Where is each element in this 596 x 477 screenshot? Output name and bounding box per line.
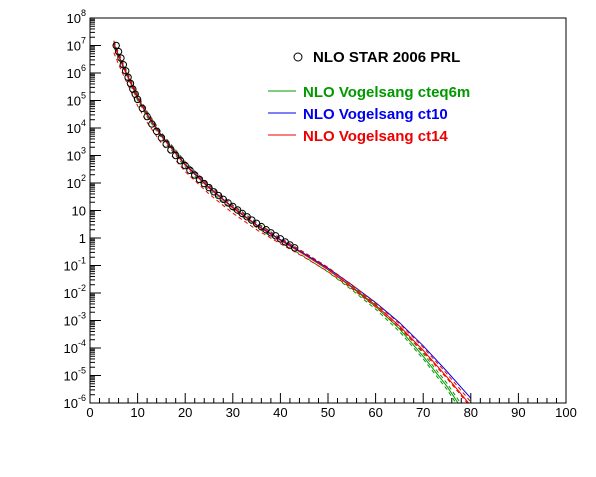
x-tick-label: 40 bbox=[273, 405, 287, 420]
y-tick-label: 1 bbox=[79, 231, 86, 246]
data-point bbox=[114, 47, 123, 56]
y-tick-label: 10-4 bbox=[64, 338, 86, 356]
y-tick-exponent: 6 bbox=[81, 63, 86, 73]
x-tick-label: 20 bbox=[178, 405, 192, 420]
y-tick-base: 10 bbox=[67, 121, 81, 136]
data-point bbox=[162, 140, 170, 148]
y-tick-base: 10 bbox=[64, 341, 78, 356]
data-point bbox=[224, 199, 232, 207]
y-tick-exponent: 8 bbox=[81, 8, 86, 18]
y-tick-base: 10 bbox=[67, 176, 81, 191]
data-point bbox=[167, 146, 175, 154]
x-tick-label: 50 bbox=[321, 405, 335, 420]
legend: NLO STAR 2006 PRL NLO Vogelsang cteq6m N… bbox=[268, 49, 470, 145]
y-tick-label: 108 bbox=[67, 8, 86, 26]
data-point bbox=[122, 67, 130, 75]
y-tick-base: 10 bbox=[67, 39, 81, 54]
y-tick-label: 106 bbox=[67, 63, 86, 81]
y-tick-base: 10 bbox=[64, 369, 78, 384]
points-layer bbox=[112, 41, 299, 252]
x-tick-label: 60 bbox=[368, 405, 382, 420]
legend-label-cteq6m: NLO Vogelsang cteq6m bbox=[303, 84, 470, 101]
x-tick-label: 10 bbox=[130, 405, 144, 420]
data-point bbox=[143, 112, 151, 121]
y-tick-exponent: -3 bbox=[78, 311, 86, 321]
y-tick-label: 10-3 bbox=[64, 311, 86, 329]
data-point bbox=[191, 171, 199, 179]
y-tick-label: 102 bbox=[67, 173, 86, 191]
x-tick-label: 90 bbox=[511, 405, 525, 420]
y-tick-base: 1 bbox=[79, 231, 86, 246]
data-point bbox=[186, 166, 194, 174]
y-tick-base: 10 bbox=[64, 396, 78, 411]
y-tick-label: 10-2 bbox=[64, 283, 86, 301]
y-tick-base: 10 bbox=[67, 149, 81, 164]
x-axis: 0 10 20 30 40 50 60 70 80 90 100 bbox=[86, 393, 577, 420]
data-point bbox=[133, 95, 142, 104]
y-tick-exponent: -4 bbox=[78, 338, 86, 348]
data-point bbox=[152, 127, 161, 135]
y-tick-label: 10-1 bbox=[64, 256, 86, 274]
y-tick-label: 10-5 bbox=[64, 366, 86, 384]
data-point bbox=[200, 179, 208, 188]
data-point bbox=[117, 54, 125, 62]
y-tick-label: 10 bbox=[72, 204, 86, 219]
data-point bbox=[171, 151, 180, 160]
y-tick-base: 10 bbox=[72, 204, 86, 219]
y-tick-exponent: 3 bbox=[81, 146, 86, 156]
x-tick-label: 100 bbox=[555, 405, 577, 420]
x-tick-label: 30 bbox=[226, 405, 240, 420]
y-tick-exponent: -1 bbox=[78, 256, 86, 266]
y-tick-exponent: 4 bbox=[81, 118, 86, 128]
data-point bbox=[233, 206, 242, 214]
y-tick-exponent: -2 bbox=[78, 283, 86, 293]
data-point bbox=[290, 244, 299, 252]
y-tick-label: 103 bbox=[67, 146, 86, 164]
data-point bbox=[112, 41, 120, 50]
data-point bbox=[119, 61, 128, 69]
y-tick-label: 107 bbox=[67, 36, 86, 54]
data-point bbox=[124, 73, 132, 81]
y-tick-base: 10 bbox=[64, 286, 78, 301]
y-tick-label: 10-6 bbox=[64, 393, 86, 411]
y-tick-base: 10 bbox=[64, 314, 78, 329]
y-axis: 10-610-510-410-310-210-11101021031041051… bbox=[64, 8, 101, 411]
data-point bbox=[176, 156, 185, 165]
legend-marker-points bbox=[293, 52, 303, 62]
y-tick-exponent: -6 bbox=[78, 393, 86, 403]
y-tick-base: 10 bbox=[67, 94, 81, 109]
data-point bbox=[195, 175, 204, 184]
x-tick-label: 80 bbox=[464, 405, 478, 420]
y-tick-base: 10 bbox=[67, 11, 81, 26]
y-tick-exponent: 2 bbox=[81, 173, 86, 183]
y-tick-exponent: -5 bbox=[78, 366, 86, 376]
x-tick-label: 0 bbox=[86, 405, 93, 420]
data-point bbox=[138, 104, 147, 113]
y-tick-label: 105 bbox=[67, 91, 86, 109]
series-2-curve-0-solid bbox=[113, 44, 470, 403]
data-point bbox=[214, 191, 223, 200]
data-point bbox=[148, 120, 156, 128]
legend-label-ct14: NLO Vogelsang ct14 bbox=[303, 128, 448, 145]
y-tick-base: 10 bbox=[67, 66, 81, 81]
y-tick-exponent: 5 bbox=[81, 91, 86, 101]
data-point bbox=[229, 202, 237, 211]
y-tick-exponent: 7 bbox=[81, 36, 86, 46]
data-point bbox=[181, 161, 189, 170]
y-tick-base: 10 bbox=[64, 259, 78, 274]
legend-label-ct10: NLO Vogelsang ct10 bbox=[303, 106, 448, 123]
data-point bbox=[205, 183, 213, 192]
data-point bbox=[157, 134, 166, 142]
legend-label-points: NLO STAR 2006 PRL bbox=[313, 49, 460, 66]
data-point bbox=[219, 195, 227, 204]
x-tick-label: 70 bbox=[416, 405, 430, 420]
y-tick-label: 104 bbox=[67, 118, 86, 136]
data-point bbox=[210, 188, 218, 196]
series-2-curve-2-dashed bbox=[113, 52, 468, 403]
